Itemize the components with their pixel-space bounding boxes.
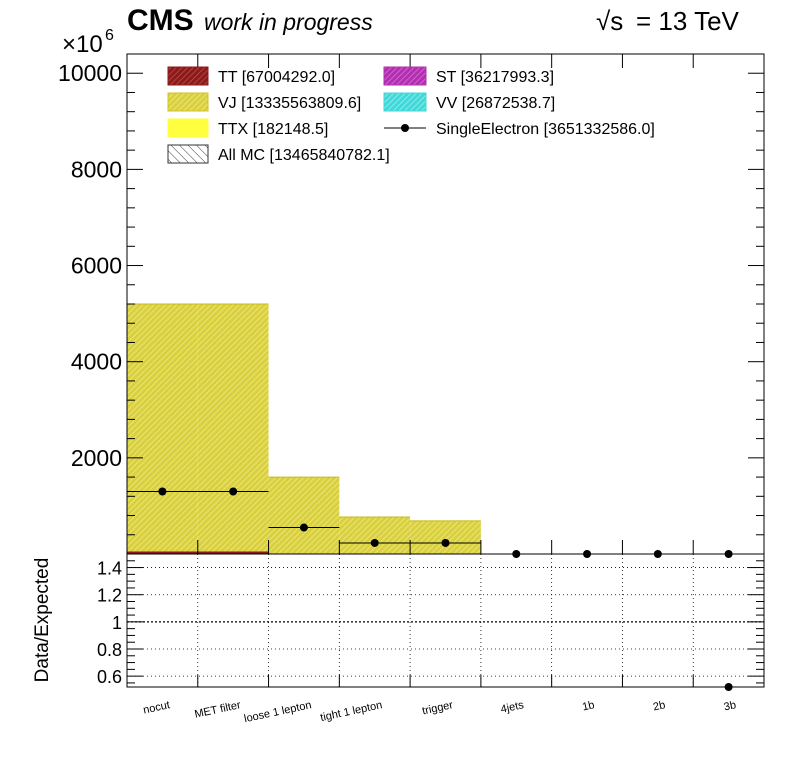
work-in-progress-label: work in progress bbox=[204, 9, 373, 35]
legend-swatch-vj bbox=[167, 92, 209, 112]
energy-label: = 13 TeV bbox=[636, 6, 740, 36]
x-category-label-0: nocut bbox=[142, 699, 171, 716]
bottom-axis-ticks bbox=[127, 560, 764, 687]
y-multiplier: ×10 bbox=[62, 31, 103, 58]
ratio-grid bbox=[127, 554, 764, 687]
mc-bar-1 bbox=[197, 304, 269, 554]
x-category-label-2: loose 1 lepton bbox=[243, 699, 312, 725]
mc-bar-2 bbox=[268, 477, 340, 554]
ratio-y-tick-label: 0.6 bbox=[97, 667, 122, 687]
y-tick-label: 6000 bbox=[71, 253, 122, 279]
legend-swatch-allmc bbox=[167, 144, 209, 164]
mc-bar-4 bbox=[410, 520, 481, 554]
x-category-label-7: 2b bbox=[652, 699, 666, 713]
bottom-y-tick-labels: 0.6 0.8 1 1.2 1.4 bbox=[97, 559, 122, 688]
legend-swatch-ttx bbox=[167, 118, 209, 138]
top-axis-ticks bbox=[127, 53, 764, 555]
ratio-y-tick-label: 1.2 bbox=[97, 586, 122, 606]
legend-swatch-tt bbox=[167, 66, 209, 86]
mc-stack-bars bbox=[127, 303, 481, 554]
mc-bar-3 bbox=[339, 516, 411, 554]
sqrt-s-symbol: √s bbox=[596, 6, 623, 36]
legend-label-singleelectron: SingleElectron [3651332586.0] bbox=[436, 121, 655, 138]
x-category-label-3: tight 1 lepton bbox=[319, 699, 383, 724]
x-category-label-6: 1b bbox=[581, 699, 595, 713]
y-multiplier-exponent: 6 bbox=[105, 27, 114, 44]
x-category-label-4: trigger bbox=[421, 699, 454, 717]
y-tick-label: 4000 bbox=[71, 349, 122, 375]
legend-label-st: ST [36217993.3] bbox=[436, 69, 554, 86]
cms-label: CMS bbox=[127, 4, 194, 37]
data-point-4 bbox=[441, 538, 450, 547]
legend-marker-singleelectron bbox=[401, 124, 409, 132]
ratio-y-tick-label: 1.4 bbox=[97, 559, 122, 579]
x-category-label-8: 3b bbox=[723, 699, 737, 713]
ratio-panel-frame bbox=[126, 553, 765, 688]
legend: TT [67004292.0] ST [36217993.3] VJ [1333… bbox=[167, 66, 655, 164]
legend-label-ttx: TTX [182148.5] bbox=[218, 121, 328, 138]
top-y-tick-labels: 2000 4000 6000 8000 10000 bbox=[58, 60, 122, 471]
legend-label-tt: TT [67004292.0] bbox=[218, 69, 335, 86]
y-tick-label: 8000 bbox=[71, 156, 122, 182]
legend-swatch-vv bbox=[383, 92, 427, 112]
y-tick-label: 2000 bbox=[71, 445, 122, 471]
x-category-label-1: MET filter bbox=[193, 699, 242, 721]
x-category-labels: nocut MET filter loose 1 lepton tight 1 lep… bbox=[142, 699, 737, 725]
legend-swatch-st bbox=[383, 66, 427, 86]
y-tick-label: 10000 bbox=[58, 60, 122, 86]
legend-label-allmc: All MC [13465840782.1] bbox=[218, 147, 390, 164]
data-point-2 bbox=[299, 523, 308, 532]
ratio-y-tick-label: 1 bbox=[112, 613, 122, 633]
x-category-label-5: 4jets bbox=[500, 699, 526, 716]
mc-bar-0 bbox=[127, 304, 198, 554]
ratio-y-axis-label: Data/Expected bbox=[32, 558, 53, 683]
legend-label-vj: VJ [13335563809.6] bbox=[218, 95, 361, 112]
ratio-y-tick-label: 0.8 bbox=[97, 640, 122, 660]
data-point-3 bbox=[370, 538, 379, 547]
data-points bbox=[127, 487, 733, 558]
data-point-0 bbox=[158, 487, 167, 496]
data-point-1 bbox=[229, 487, 238, 496]
legend-label-vv: VV [26872538.7] bbox=[436, 95, 555, 112]
